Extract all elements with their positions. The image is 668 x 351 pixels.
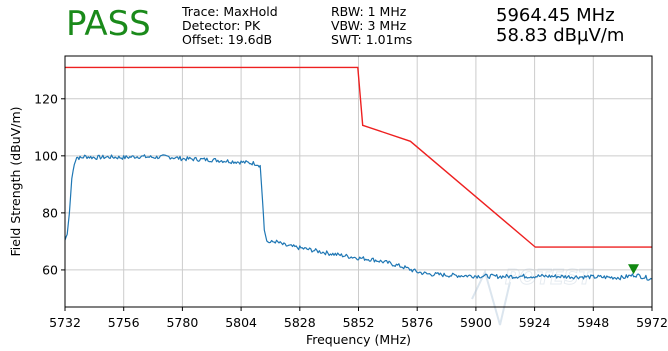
x-tick-label: 5828: [284, 315, 316, 330]
sweep-time: SWT: 1.01ms: [331, 32, 412, 47]
marker-level-readout: 58.83 dBµV/m: [496, 25, 624, 46]
x-tick-label: 5780: [166, 315, 198, 330]
y-tick-label: 80: [42, 205, 58, 220]
y-axis-label: Field Strength (dBuV/m): [8, 107, 23, 257]
y-tick-label: 120: [34, 91, 58, 106]
y-tick-label: 100: [34, 148, 58, 163]
rbw-setting: RBW: 1 MHz: [331, 4, 407, 19]
vbw-setting: VBW: 3 MHz: [331, 18, 407, 33]
x-axis-label: Frequency (MHz): [306, 332, 411, 347]
x-tick-label: 5732: [49, 315, 81, 330]
limit-line: [65, 66, 652, 248]
x-tick-label: 5852: [343, 315, 375, 330]
trace-mode: Trace: MaxHold: [181, 4, 278, 19]
x-tick-label: 5972: [636, 315, 668, 330]
y-axis-ticks: 60 80 100 120: [34, 91, 65, 277]
x-axis-ticks: 5732 5756 5780 5804 5828 5852 5876 5900 5924 5948…: [49, 307, 668, 330]
plot-area: POTEST: [64, 55, 653, 326]
marker-frequency-readout: 5964.45 MHz: [496, 5, 615, 26]
measurement-trace: [64, 154, 653, 281]
detector-mode: Detector: PK: [182, 18, 261, 33]
level-offset: Offset: 19.6dB: [182, 32, 272, 47]
x-tick-label: 5756: [108, 315, 140, 330]
x-tick-label: 5924: [519, 315, 551, 330]
x-tick-label: 5948: [577, 315, 609, 330]
x-tick-label: 5900: [460, 315, 492, 330]
peak-marker-icon: [628, 264, 640, 275]
x-tick-label: 5876: [401, 315, 433, 330]
y-tick-label: 60: [42, 262, 58, 277]
verdict-label: PASS: [66, 4, 151, 44]
x-tick-label: 5804: [225, 315, 257, 330]
